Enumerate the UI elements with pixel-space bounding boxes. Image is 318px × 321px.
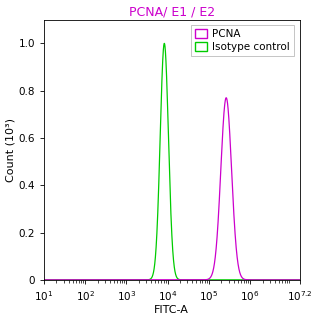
Legend: PCNA, Isotype control: PCNA, Isotype control xyxy=(190,25,294,56)
X-axis label: FITC-A: FITC-A xyxy=(154,306,189,316)
Title: PCNA/ E1 / E2: PCNA/ E1 / E2 xyxy=(129,5,215,19)
Y-axis label: Count (10³): Count (10³) xyxy=(5,118,16,182)
